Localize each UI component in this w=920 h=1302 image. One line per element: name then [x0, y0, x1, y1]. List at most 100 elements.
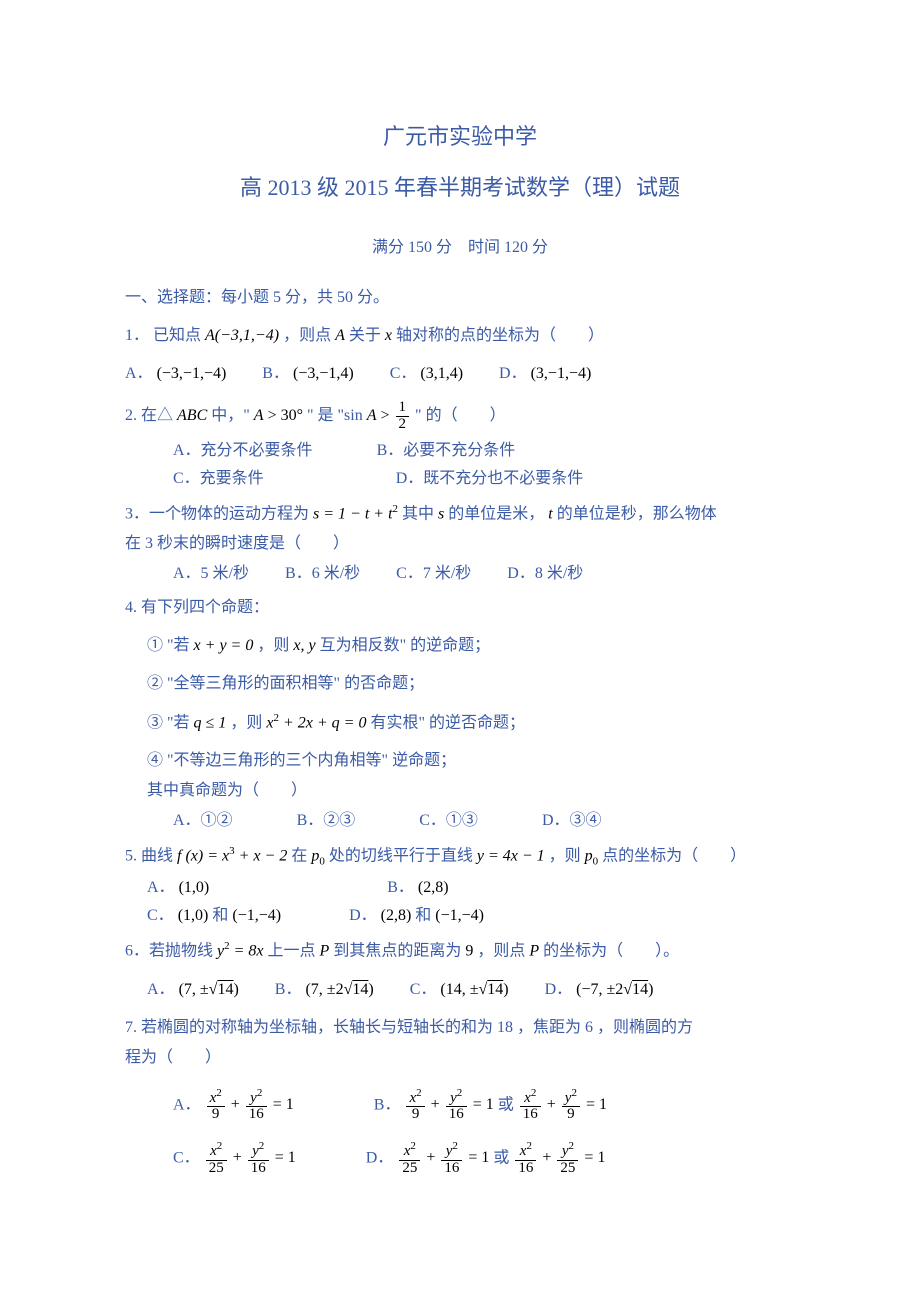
q6-opt-d: D．	[545, 981, 573, 998]
q7-opt-d: D．	[366, 1149, 394, 1166]
q4-ask: 其中真命题为（ ）	[125, 779, 795, 803]
q4-q: q ≤ 1	[194, 714, 227, 731]
q6-p: P	[320, 943, 330, 960]
q4-p1: 互为相反数" 的逆命题；	[320, 637, 491, 654]
q2-opt-b: B．必要不充分条件	[377, 442, 516, 459]
q5-line: y = 4x − 1	[477, 847, 545, 864]
q6-text: ，则点	[477, 943, 529, 960]
q5-a-val: (1,0)	[179, 879, 210, 896]
q4-p3: ③ "若	[147, 714, 194, 731]
q4-opt-b: B．②③	[297, 812, 356, 829]
q5-fx: f (x) = x	[177, 847, 229, 864]
q7-opt-b: B．	[374, 1096, 401, 1113]
q7-b-eq: x29 + y216 = 1	[404, 1096, 497, 1113]
q4-p2: ② "全等三角形的面积相等" 的否命题；	[125, 672, 795, 696]
q6-text: 到其焦点的距离为	[333, 943, 465, 960]
q3-text: 的单位是米，	[448, 505, 544, 522]
q6-opt-c: C．	[410, 981, 437, 998]
q4-p4: ④ "不等边三角形的三个内角相等" 逆命题；	[125, 749, 795, 773]
question-4: 4. 有下列四个命题： ① "若 x + y = 0 ，则 x, y 互为相反数…	[125, 596, 795, 833]
q1-opt-c: C．	[390, 365, 417, 382]
question-5: 5. 曲线 f (x) = x3 + x − 2 在 p0 处的切线平行于直线 …	[125, 843, 795, 928]
q1-opt-a: A．	[125, 365, 153, 382]
q3-opt-b: B．6 米/秒	[285, 565, 360, 582]
q4-xy: x, y	[293, 637, 315, 654]
q5-d-val2: (−1,−4)	[435, 907, 484, 924]
q3-s: s	[438, 505, 444, 522]
q2-cond: A	[254, 407, 264, 424]
q6-b-val: (7, ±2√14)	[305, 981, 373, 998]
q2-cond: > 30°	[268, 407, 303, 424]
q2-tri: ABC	[177, 407, 207, 424]
q7-opt-a: A．	[173, 1096, 201, 1113]
q5-opt-c: C．	[147, 907, 174, 924]
q2-gt: >	[381, 407, 394, 424]
q3-sup: 2	[393, 503, 399, 515]
q2-opt-c: C．充要条件	[173, 470, 264, 487]
question-3: 3．一个物体的运动方程为 s = 1 − t + t2 其中 s 的单位是米， …	[125, 501, 795, 586]
q1-point: A(−3,1,−4)	[205, 327, 279, 344]
q1-opt-d: D．	[499, 365, 527, 382]
q5-and: 和	[212, 907, 232, 924]
question-2: 2. 在△ ABC 中，" A > 30° " 是 "sin A > 1 2 "…	[125, 400, 795, 491]
q2-opt-d: D．既不充分也不必要条件	[396, 470, 584, 487]
q5-text: 在	[291, 847, 311, 864]
q1-text: ，则点	[283, 327, 335, 344]
q3-opt-a: A．5 米/秒	[173, 565, 249, 582]
q2-frac: 1 2	[394, 400, 412, 433]
q1-num: 1．	[125, 327, 149, 344]
q6-d-val: (−7, ±2√14)	[576, 981, 653, 998]
question-6: 6．若抛物线 y2 = 8x 上一点 P 到其焦点的距离为 9 ，则点 P 的坐…	[125, 938, 795, 1001]
q4-header: 4. 有下列四个命题：	[125, 596, 795, 620]
q5-text: 处的切线平行于直线	[329, 847, 477, 864]
q5-opt-d: D．	[349, 907, 377, 924]
exam-meta: 满分 150 分 时间 120 分	[125, 236, 795, 260]
q2-text: 中，"	[211, 407, 250, 424]
q1-text: 轴对称的点的坐标为（ ）	[396, 327, 604, 344]
q3-t: t	[548, 505, 552, 522]
q7-text: 7. 若椭圆的对称轴为坐标轴，长轴长与短轴长的和为 18 ，焦距为 6 ，则椭圆…	[125, 1016, 795, 1040]
q7-c-eq: x225 + y216 = 1	[204, 1149, 300, 1166]
q1-var: A	[335, 327, 345, 344]
q2-opt-a: A．充分不必要条件	[173, 442, 313, 459]
q5-and: 和	[415, 907, 435, 924]
q2-text: " 是 "sin	[307, 407, 363, 424]
q6-text: 的坐标为（ ）。	[543, 943, 679, 960]
q5-c-val: (1,0)	[178, 907, 209, 924]
q3-eq: s = 1 − t + t	[313, 505, 393, 522]
q1-a-val: (−3,−1,−4)	[157, 365, 227, 382]
q2-text: 2. 在△	[125, 407, 173, 424]
section-header: 一、选择题：每小题 5 分，共 50 分。	[125, 286, 795, 310]
q3-text: 3．一个物体的运动方程为	[125, 505, 309, 522]
q5-c-val2: (−1,−4)	[232, 907, 281, 924]
q4-p1: ① "若	[147, 637, 194, 654]
q1-opt-b: B．	[262, 365, 289, 382]
q7-d-eq: x225 + y216 = 1	[397, 1149, 493, 1166]
q4-p1: ，则	[257, 637, 293, 654]
q3-opt-c: C．7 米/秒	[396, 565, 471, 582]
q7-a-eq: x29 + y216 = 1	[205, 1096, 298, 1113]
q6-c-val: (14, ±√14)	[440, 981, 508, 998]
q6-nine: 9	[465, 943, 473, 960]
q1-text: 关于	[349, 327, 385, 344]
q1-d-val: (3,−1,−4)	[531, 365, 592, 382]
question-7: 7. 若椭圆的对称轴为坐标轴，长轴长与短轴长的和为 18 ，焦距为 6 ，则椭圆…	[125, 1016, 795, 1177]
q6-text: 6．若抛物线	[125, 943, 217, 960]
q5-text: 点的坐标为（ ）	[602, 847, 746, 864]
q5-opt-a: A．	[147, 879, 175, 896]
q4-p3: 有实根" 的逆否命题；	[370, 714, 525, 731]
exam-title: 高 2013 级 2015 年春半期考试数学（理）试题	[125, 171, 795, 204]
q5-text: ，则	[549, 847, 585, 864]
school-title: 广元市实验中学	[125, 120, 795, 153]
q5-opt-b: B．	[387, 879, 414, 896]
q5-b-val: (2,8)	[418, 879, 449, 896]
q3-opt-d: D．8 米/秒	[507, 565, 583, 582]
q3-text: 的单位是秒，那么物体	[557, 505, 717, 522]
q4-opt-d: D．③④	[542, 812, 602, 829]
q1-axis: x	[385, 327, 392, 344]
q6-opt-b: B．	[275, 981, 302, 998]
q6-opt-a: A．	[147, 981, 175, 998]
question-1: 1． 已知点 A(−3,1,−4) ，则点 A 关于 x 轴对称的点的坐标为（ …	[125, 324, 795, 386]
q5-d-val: (2,8)	[381, 907, 412, 924]
q4-opt-a: A．①②	[173, 812, 233, 829]
